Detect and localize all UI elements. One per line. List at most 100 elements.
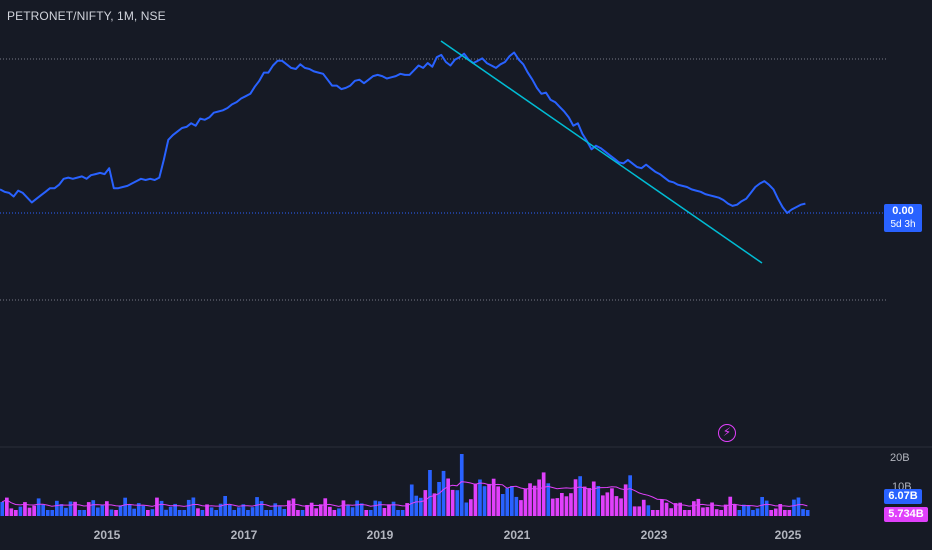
- volume-bar: [591, 481, 596, 516]
- volume-bar: [346, 505, 350, 516]
- year-label-2025: 2025: [774, 528, 802, 542]
- volume-bar: [309, 502, 314, 516]
- lightning-bolt-icon[interactable]: ⚡: [718, 424, 736, 442]
- volume-bar: [455, 490, 460, 516]
- volume-bar: [191, 497, 196, 516]
- volume-bar: [159, 500, 164, 516]
- volume-bar: [783, 510, 787, 516]
- volume-bar: [714, 509, 719, 516]
- volume-bar: [91, 500, 96, 516]
- volume-bar: [787, 510, 792, 516]
- trendline[interactable]: [440, 40, 763, 264]
- volume-bar: [560, 493, 564, 516]
- volume-bar: [773, 508, 778, 516]
- volume-bar: [259, 501, 264, 516]
- volume-bar: [36, 498, 41, 516]
- volume-bar: [41, 504, 45, 516]
- volume-bar: [610, 488, 614, 516]
- volume-bar: [601, 495, 605, 516]
- volume-bar: [136, 503, 141, 516]
- price-line[interactable]: [0, 51, 806, 214]
- volume-bar: [100, 505, 105, 516]
- volume-bar: [364, 510, 369, 516]
- volume-bar: [569, 493, 573, 516]
- volume-bar: [532, 485, 537, 516]
- volume-bar: [696, 498, 701, 516]
- volume-bar: [528, 483, 532, 516]
- volume-bar: [9, 508, 14, 516]
- volume-bar: [214, 510, 218, 516]
- year-label-2023: 2023: [640, 528, 668, 542]
- volume-bar: [291, 498, 296, 516]
- volume-bar: [473, 483, 478, 516]
- volume-bar: [5, 497, 9, 516]
- volume-bar: [619, 498, 623, 516]
- volume-bar: [359, 503, 364, 516]
- volume-badge: 6.07B: [884, 489, 922, 504]
- volume-bar: [241, 504, 246, 516]
- volume-bar: [792, 499, 796, 516]
- volume-bar: [118, 505, 123, 516]
- volume-bar: [578, 476, 582, 516]
- volume-bar: [760, 497, 764, 516]
- volume-bar: [96, 507, 100, 516]
- volume-bar: [132, 508, 136, 516]
- volume-bar: [605, 492, 610, 516]
- volume-bar: [464, 502, 469, 516]
- volume-bar: [614, 496, 619, 516]
- volume-bar: [55, 500, 59, 516]
- volume-bar: [200, 510, 205, 516]
- volume-bar: [446, 478, 450, 516]
- volume-bar: [423, 490, 428, 516]
- volume-bar: [496, 486, 500, 516]
- volume-bar: [705, 507, 710, 516]
- volume-bar: [728, 496, 733, 516]
- volume-bar: [441, 470, 446, 516]
- volume-bar: [519, 500, 523, 516]
- volume-bar: [419, 497, 423, 516]
- volume-bar: [277, 506, 282, 516]
- volume-bar: [701, 507, 705, 516]
- volume-bar: [164, 509, 168, 516]
- volume-bar: [732, 504, 737, 516]
- volume-bar: [796, 497, 801, 516]
- volume-bar: [282, 509, 287, 516]
- volume-bar: [414, 495, 419, 516]
- countdown: 5d 3h: [890, 219, 916, 230]
- volume-bar: [801, 509, 805, 516]
- volume-bar: [405, 503, 409, 516]
- volume-bar: [328, 506, 332, 516]
- volume-bar: [318, 504, 323, 516]
- volume-bar: [373, 500, 378, 516]
- volume-bar: [537, 479, 541, 516]
- volume-bar: [409, 484, 414, 516]
- volume-bar: [264, 510, 268, 516]
- volume-bar: [173, 503, 177, 516]
- volume-bar: [59, 504, 64, 516]
- volume-bar: [541, 472, 546, 516]
- volume-bar: [50, 510, 55, 516]
- volume-bar: [646, 505, 651, 516]
- volume-bar: [382, 508, 387, 516]
- volume-bars: [0, 454, 810, 516]
- volume-bar: [655, 510, 660, 516]
- volume-bar: [68, 501, 73, 516]
- volume-bar: [146, 510, 150, 516]
- volume-bar: [546, 483, 551, 516]
- volume-bar: [805, 510, 810, 516]
- volume-bar: [669, 508, 673, 516]
- volume-bar: [682, 510, 687, 516]
- volume-bar: [555, 498, 560, 516]
- year-label-2019: 2019: [366, 528, 394, 542]
- volume-bar: [378, 501, 382, 516]
- volume-bar: [742, 504, 746, 516]
- volume-bar: [459, 454, 464, 516]
- volume-bar: [341, 500, 346, 516]
- volume-bar: [255, 497, 259, 516]
- volume-bar: [628, 475, 632, 516]
- volume-bar: [482, 486, 487, 516]
- volume-bar: [368, 510, 373, 516]
- volume-bar: [450, 489, 455, 516]
- volume-bar: [177, 510, 182, 516]
